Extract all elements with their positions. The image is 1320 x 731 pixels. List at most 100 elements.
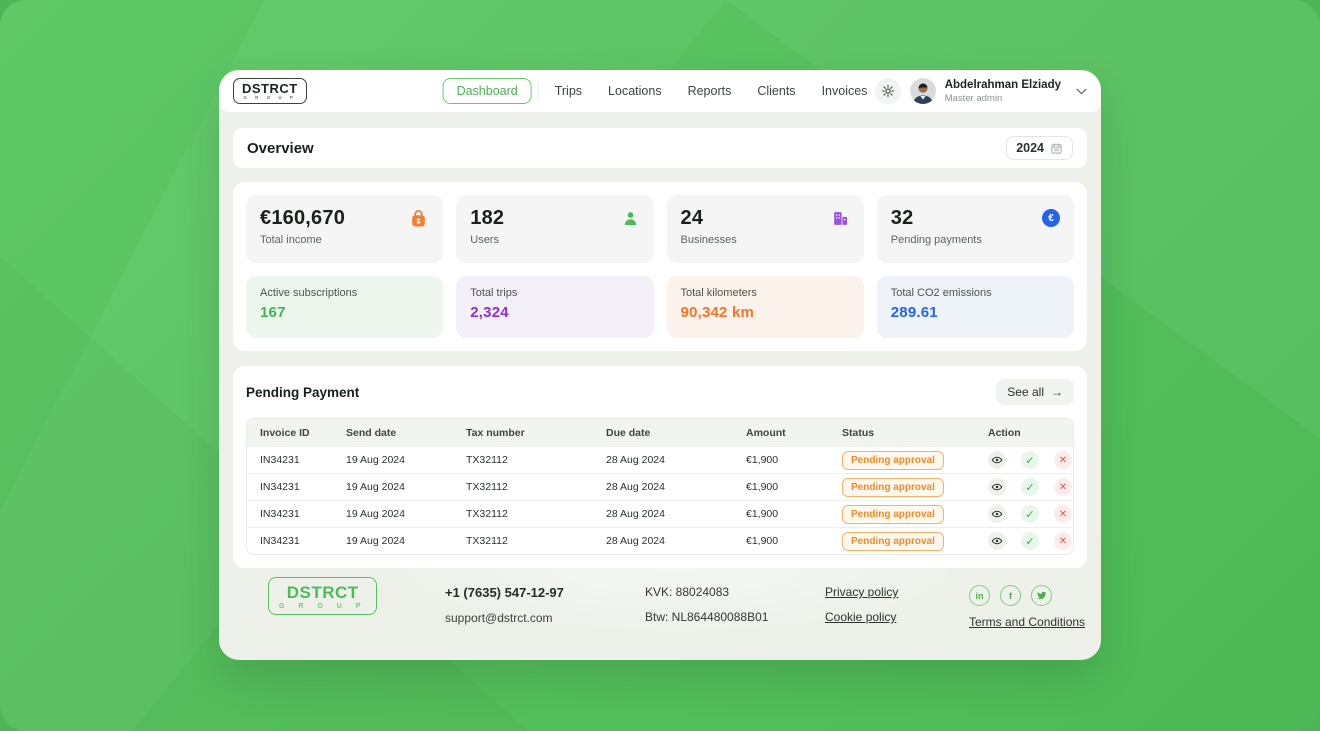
stat-card-users: 182 Users [456, 195, 654, 263]
businesses-value: 24 [680, 207, 704, 229]
chevron-down-icon[interactable] [1076, 88, 1087, 95]
footer-email[interactable]: support@dstrct.com [445, 611, 553, 625]
euro-coin-icon: € [1042, 209, 1060, 251]
table-row: IN34231 19 Aug 2024 TX32112 28 Aug 2024 … [247, 473, 1073, 500]
check-icon[interactable]: ✓ [1021, 505, 1039, 523]
year-selector[interactable]: 2024 [1006, 136, 1073, 160]
cell-due-date: 28 Aug 2024 [606, 508, 665, 520]
stat-card-businesses: 24 Businesses [666, 195, 864, 263]
stat-card-co2-emissions: Total CO2 emissions 289.61 [876, 276, 1074, 338]
x-icon[interactable]: ✕ [1054, 532, 1072, 550]
brand-logo-subtext: G R O U P [243, 94, 297, 100]
eye-icon[interactable] [988, 505, 1006, 523]
page-title: Overview [247, 139, 314, 157]
active-subscriptions-value: 167 [260, 304, 286, 321]
col-due-date: Due date [606, 426, 651, 439]
row-actions: ✓ ✕ [988, 478, 1073, 496]
cell-amount: €1,900 [746, 508, 779, 520]
businesses-label: Businesses [680, 234, 737, 246]
check-icon[interactable]: ✓ [1021, 478, 1039, 496]
total-kilometers-label: Total kilometers [680, 287, 757, 299]
table-row: IN34231 19 Aug 2024 TX32112 28 Aug 2024 … [247, 527, 1073, 554]
dashboard-card: DSTRCT G R O U P Dashboard Trips Locatio… [219, 70, 1101, 660]
top-header: DSTRCT G R O U P Dashboard Trips Locatio… [219, 70, 1101, 112]
cell-tax-number: TX32112 [466, 535, 508, 547]
co2-emissions-value: 289.61 [890, 304, 938, 321]
money-bag-icon: $ [408, 209, 429, 251]
year-value: 2024 [1016, 141, 1044, 155]
footer-contact-column: +1 (7635) 547-12-97 support@dstrct.com [445, 585, 564, 625]
cookie-policy-link[interactable]: Cookie policy [825, 610, 897, 624]
social-icons: in f [969, 585, 1085, 606]
x-icon[interactable]: ✕ [1054, 451, 1072, 469]
footer-social-column: in f Terms and Conditions [969, 585, 1085, 629]
privacy-policy-link[interactable]: Privacy policy [825, 585, 899, 599]
user-name: Abdelrahman Elziady [944, 79, 1061, 92]
user-icon [621, 209, 640, 251]
facebook-icon[interactable]: f [1000, 585, 1021, 606]
tab-dashboard[interactable]: Dashboard [442, 78, 532, 104]
twitter-icon[interactable] [1031, 585, 1052, 606]
cell-invoice-id: IN34231 [260, 508, 300, 520]
eye-icon[interactable] [988, 478, 1006, 496]
status-badge: Pending approval [842, 531, 944, 551]
stat-card-total-trips: Total trips 2,324 [456, 276, 654, 338]
co2-emissions-label: Total CO2 emissions [890, 287, 992, 299]
footer-logo-subtext: G R O U P [279, 602, 367, 610]
users-label: Users [470, 234, 499, 246]
terms-link[interactable]: Terms and Conditions [969, 615, 1086, 629]
user-info[interactable]: Abdelrahman Elziady Master admin [945, 78, 1061, 103]
user-role: Master admin [944, 92, 1003, 104]
total-trips-value: 2,324 [470, 304, 509, 321]
tab-clients[interactable]: Clients [757, 84, 796, 98]
cell-send-date: 19 Aug 2024 [346, 481, 405, 493]
main-nav: Dashboard Trips Locations Reports Client… [442, 78, 878, 104]
pending-payment-section: Pending Payment See all → Invoice ID Sen… [233, 366, 1087, 568]
total-income-label: Total income [260, 234, 322, 246]
row-actions: ✓ ✕ [988, 451, 1073, 469]
tab-locations[interactable]: Locations [608, 84, 662, 98]
cell-tax-number: TX32112 [466, 508, 508, 520]
brand-logo[interactable]: DSTRCT G R O U P [233, 78, 307, 104]
stat-card-pending-payments: 32 Pending payments € [876, 195, 1074, 263]
tab-reports[interactable]: Reports [687, 84, 732, 98]
total-income-value: €160,670 [260, 207, 346, 229]
x-icon[interactable]: ✕ [1054, 505, 1072, 523]
pending-payment-table: Invoice ID Send date Tax number Due date… [246, 418, 1074, 555]
section-title: Pending Payment [246, 384, 360, 400]
status-badge: Pending approval [842, 504, 944, 524]
stats-section: €160,670 Total income $ 182 Users [233, 182, 1087, 351]
x-icon[interactable]: ✕ [1054, 478, 1072, 496]
footer-phone[interactable]: +1 (7635) 547-12-97 [445, 585, 564, 600]
check-icon[interactable]: ✓ [1021, 451, 1039, 469]
tab-invoices[interactable]: Invoices [821, 84, 868, 98]
footer-registration-column: KVK: 88024083 Btw: NL864480088B01 [645, 585, 768, 624]
cell-amount: €1,900 [746, 454, 779, 466]
footer: DSTRCT G R O U P +1 (7635) 547-12-97 sup… [219, 555, 1101, 660]
tab-trips[interactable]: Trips [554, 84, 583, 98]
calendar-icon [1050, 142, 1063, 155]
building-icon [831, 209, 850, 251]
settings-button[interactable] [874, 78, 901, 104]
eye-icon[interactable] [988, 532, 1006, 550]
cell-amount: €1,900 [746, 481, 779, 493]
footer-logo-text: DSTRCT [286, 583, 359, 602]
avatar[interactable] [909, 78, 936, 104]
linkedin-icon[interactable]: in [969, 585, 990, 606]
eye-icon[interactable] [988, 451, 1006, 469]
total-trips-label: Total trips [470, 287, 518, 299]
check-icon[interactable]: ✓ [1021, 532, 1039, 550]
cell-due-date: 28 Aug 2024 [606, 454, 665, 466]
stat-card-total-kilometers: Total kilometers 90,342 km [666, 276, 864, 338]
primary-stats-row: €160,670 Total income $ 182 Users [246, 195, 1074, 263]
cell-send-date: 19 Aug 2024 [346, 535, 405, 547]
col-tax-number: Tax number [466, 426, 525, 439]
cell-tax-number: TX32112 [466, 454, 508, 466]
col-action: Action [988, 426, 1021, 439]
status-badge: Pending approval [842, 477, 944, 497]
see-all-button[interactable]: See all → [996, 379, 1074, 405]
col-status: Status [842, 426, 875, 439]
cell-invoice-id: IN34231 [260, 454, 300, 466]
arrow-right-icon: → [1051, 385, 1063, 399]
